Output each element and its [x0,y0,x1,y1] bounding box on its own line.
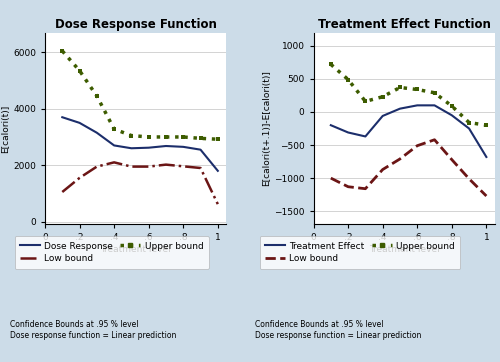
Text: Confidence Bounds at .95 % level
Dose response function = Linear prediction: Confidence Bounds at .95 % level Dose re… [10,320,176,340]
Text: Confidence Bounds at .95 % level
Dose response function = Linear prediction: Confidence Bounds at .95 % level Dose re… [255,320,422,340]
Title: Dose Response Function: Dose Response Function [55,18,216,31]
Y-axis label: E[calori(t)]: E[calori(t)] [1,104,10,153]
Legend: Dose Response, Low bound, Upper bound: Dose Response, Low bound, Upper bound [14,236,209,269]
Legend: Treatment Effect, Low bound, Upper bound: Treatment Effect, Low bound, Upper bound [260,236,460,269]
Title: Treatment Effect Function: Treatment Effect Function [318,18,490,31]
Y-axis label: E[calori(t+.1)]-E[calori(t)]: E[calori(t+.1)]-E[calori(t)] [262,71,271,186]
X-axis label: Treatment level: Treatment level [369,245,440,254]
X-axis label: Treatment level: Treatment level [100,245,171,254]
